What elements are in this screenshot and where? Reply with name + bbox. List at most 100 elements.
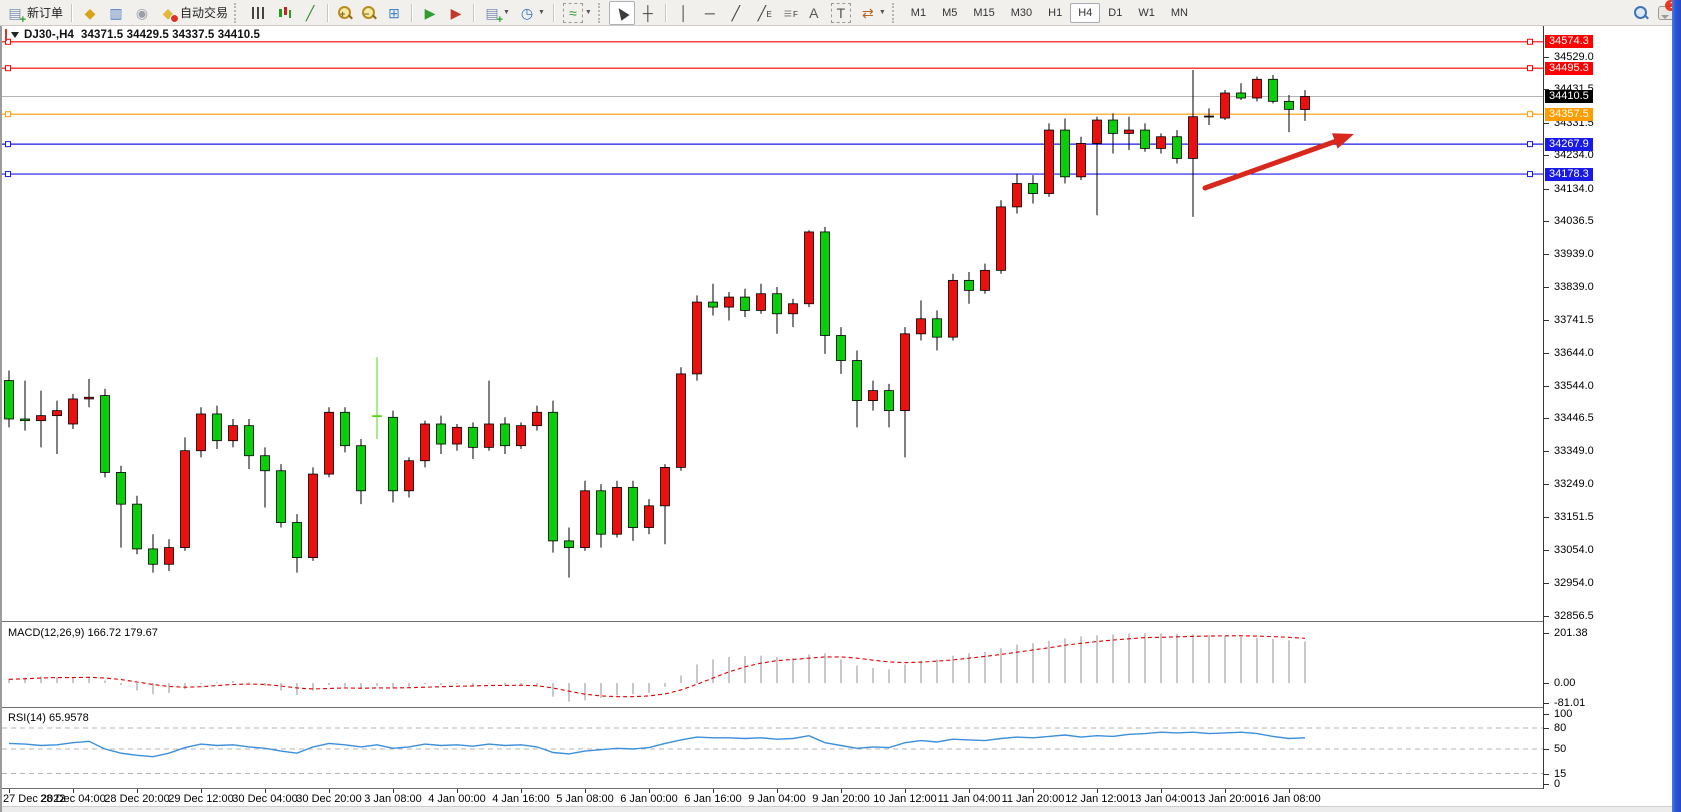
price-tick-mark bbox=[1544, 549, 1549, 551]
line-handle[interactable] bbox=[5, 171, 11, 178]
tile-windows-button[interactable]: ⊞ bbox=[381, 1, 407, 25]
chevron-down-icon[interactable]: ▼ bbox=[878, 9, 886, 16]
new-order-icon: ▤ + bbox=[8, 4, 26, 26]
timeframe-w1-button[interactable]: W1 bbox=[1138, 6, 1155, 19]
panel-separator[interactable] bbox=[2, 621, 1672, 623]
line-handle[interactable] bbox=[5, 38, 11, 45]
fibonacci-icon: ≡ F bbox=[783, 4, 798, 21]
chart-ohlc-values: 34371.5 34429.5 34337.5 34410.5 bbox=[81, 29, 260, 41]
panel-separator[interactable] bbox=[2, 707, 1672, 709]
market-watch-button[interactable]: ▥ bbox=[103, 1, 129, 25]
toolbar-separator bbox=[473, 3, 476, 22]
horizontal-line-objects[interactable] bbox=[2, 38, 1543, 178]
new-order-label: 新订单 bbox=[27, 6, 64, 20]
time-tick-mark bbox=[1097, 789, 1098, 793]
line-handle[interactable] bbox=[1527, 111, 1533, 118]
timeframe-m30-button[interactable]: M30 bbox=[1010, 6, 1033, 19]
main-chart-plot[interactable] bbox=[2, 26, 1543, 622]
time-tick-mark bbox=[777, 789, 778, 793]
equidistant-channel-button[interactable]: ╱ E bbox=[749, 1, 775, 25]
deposit-button[interactable]: ◆ bbox=[77, 1, 103, 25]
timeframe-mn-button[interactable]: MN bbox=[1170, 6, 1188, 19]
price-tick-mark bbox=[1544, 221, 1549, 223]
rsi-panel-plot[interactable] bbox=[2, 708, 1543, 788]
timeframe-d1-button[interactable]: D1 bbox=[1108, 6, 1123, 19]
time-tick-label: 29 Dec 12:00 bbox=[168, 793, 234, 805]
line-chart-button[interactable]: ╱ bbox=[297, 1, 323, 25]
text-icon: A bbox=[809, 4, 819, 21]
price-tick-label: 34134.0 bbox=[1554, 182, 1594, 195]
line-handle[interactable] bbox=[1527, 65, 1533, 72]
fibonacci-button[interactable]: ≡ F bbox=[775, 1, 801, 25]
timeframe-m15-button[interactable]: M15 bbox=[973, 6, 995, 19]
line-handle[interactable] bbox=[5, 111, 11, 118]
time-tick-label: 5 Jan 08:00 bbox=[556, 793, 614, 805]
candlestick-chart-button[interactable] bbox=[271, 1, 297, 25]
auto-trading-label: 自动交易 bbox=[180, 6, 229, 20]
text-button[interactable]: A bbox=[801, 1, 827, 25]
macd-axis-label: 0.00 bbox=[1554, 677, 1576, 689]
toolbar-gripper bbox=[891, 2, 898, 23]
crosshair-button[interactable]: ┼ bbox=[635, 1, 661, 25]
new-chart-button[interactable]: ▤ + ▼ bbox=[479, 1, 514, 26]
chart-shift-button[interactable]: ▶ bbox=[443, 1, 469, 25]
macd-panel-plot[interactable] bbox=[2, 622, 1543, 707]
price-tick-label: 32856.5 bbox=[1554, 609, 1594, 622]
signals-button[interactable]: ◉ bbox=[129, 1, 155, 25]
price-axis[interactable]: 34529.034431.534331.534234.034134.034036… bbox=[1543, 26, 1673, 790]
chevron-down-icon[interactable]: ▼ bbox=[584, 9, 592, 16]
periods-button[interactable]: ◷ ▼ bbox=[514, 1, 549, 25]
macd-tick-mark bbox=[1544, 633, 1549, 634]
time-tick-label: 10 Jan 12:00 bbox=[873, 793, 937, 805]
rsi-tick-mark bbox=[1544, 749, 1549, 750]
disabled-dot-icon bbox=[170, 13, 180, 23]
new-order-button[interactable]: ▤ + 新订单 bbox=[2, 1, 67, 26]
line-handle[interactable] bbox=[1527, 38, 1533, 45]
line-handle[interactable] bbox=[1527, 171, 1533, 178]
timeframe-m5-button[interactable]: M5 bbox=[942, 6, 958, 19]
time-tick-mark bbox=[9, 789, 10, 793]
vertical-line-button[interactable]: │ bbox=[671, 1, 697, 25]
search-button[interactable] bbox=[1629, 1, 1653, 25]
chevron-down-icon[interactable]: ▼ bbox=[537, 9, 545, 16]
line-handle[interactable] bbox=[5, 141, 11, 148]
auto-scroll-button[interactable]: ▶ bbox=[417, 1, 443, 25]
timeframe-m1-button[interactable]: M1 bbox=[910, 6, 927, 19]
horizontal-line-button[interactable]: ─ bbox=[697, 1, 723, 25]
time-tick-mark bbox=[137, 789, 138, 793]
trendline-button[interactable]: ╱ bbox=[723, 1, 749, 25]
indicators-button[interactable]: ≈ ▼ bbox=[559, 1, 596, 25]
price-tick-label: 33054.0 bbox=[1554, 543, 1594, 556]
zoom-in-icon: + bbox=[337, 5, 354, 21]
line-handle[interactable] bbox=[5, 65, 11, 72]
price-level-badge: 34495.3 bbox=[1545, 61, 1593, 75]
toolbar-separator bbox=[71, 3, 74, 22]
time-tick-label: 9 Jan 04:00 bbox=[748, 793, 806, 805]
plus-overlay-icon: + bbox=[19, 13, 26, 26]
cursor-icon bbox=[613, 4, 631, 22]
time-tick-mark bbox=[1289, 789, 1290, 793]
chart-symbol-period: DJ30-,H4 bbox=[24, 29, 75, 41]
bar-chart-button[interactable] bbox=[245, 1, 271, 25]
arrows-button[interactable]: ⇄ ▼ bbox=[855, 1, 890, 25]
price-tick-label: 33349.0 bbox=[1554, 445, 1594, 458]
arrow-annotation[interactable] bbox=[1202, 133, 1354, 191]
line-handle[interactable] bbox=[1527, 141, 1533, 148]
timeframe-h1-button[interactable]: H1 bbox=[1048, 6, 1063, 19]
timeframe-h4-button[interactable]: H4 bbox=[1070, 2, 1101, 23]
zoom-in-button[interactable]: + bbox=[333, 1, 357, 25]
market-watch-icon: ▥ bbox=[109, 4, 123, 21]
time-tick-mark bbox=[905, 789, 906, 793]
price-tick-label: 33939.0 bbox=[1554, 247, 1594, 260]
auto-trading-button[interactable]: ◆ 自动交易 bbox=[155, 1, 232, 25]
price-tick-mark bbox=[1544, 484, 1549, 486]
price-tick-label: 33446.5 bbox=[1554, 412, 1594, 425]
time-tick-mark bbox=[1225, 789, 1226, 793]
cursor-button[interactable] bbox=[608, 0, 635, 25]
chart-dropdown-icon[interactable] bbox=[11, 32, 19, 38]
rsi-tick-mark bbox=[1544, 784, 1549, 785]
text-label-button[interactable]: T bbox=[827, 1, 855, 25]
chevron-down-icon[interactable]: ▼ bbox=[503, 9, 510, 16]
zoom-out-button[interactable]: − bbox=[357, 1, 381, 25]
time-axis[interactable]: 27 Dec 2022 28 Dec 04:00 28 Dec 20:00 29 De… bbox=[2, 789, 1672, 806]
